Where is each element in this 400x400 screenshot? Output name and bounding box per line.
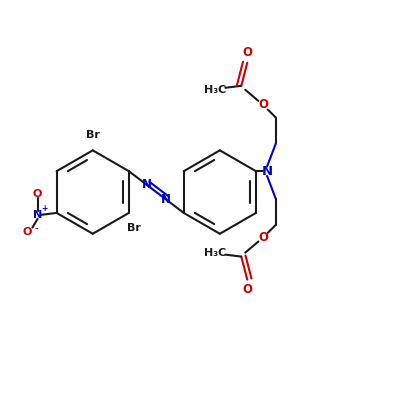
Text: -: -: [34, 225, 38, 234]
Text: N: N: [262, 165, 273, 178]
Text: Br: Br: [127, 223, 140, 233]
Text: Br: Br: [86, 130, 100, 140]
Text: N: N: [33, 210, 42, 220]
Text: O: O: [33, 189, 42, 199]
Text: N: N: [142, 178, 152, 192]
Text: O: O: [242, 283, 252, 296]
Text: N: N: [161, 193, 171, 206]
Text: +: +: [42, 204, 48, 213]
Text: O: O: [23, 226, 32, 236]
Text: H₃C: H₃C: [204, 85, 226, 95]
Text: O: O: [242, 46, 252, 59]
Text: O: O: [258, 98, 268, 111]
Text: H₃C: H₃C: [204, 248, 226, 258]
Text: O: O: [258, 231, 268, 244]
